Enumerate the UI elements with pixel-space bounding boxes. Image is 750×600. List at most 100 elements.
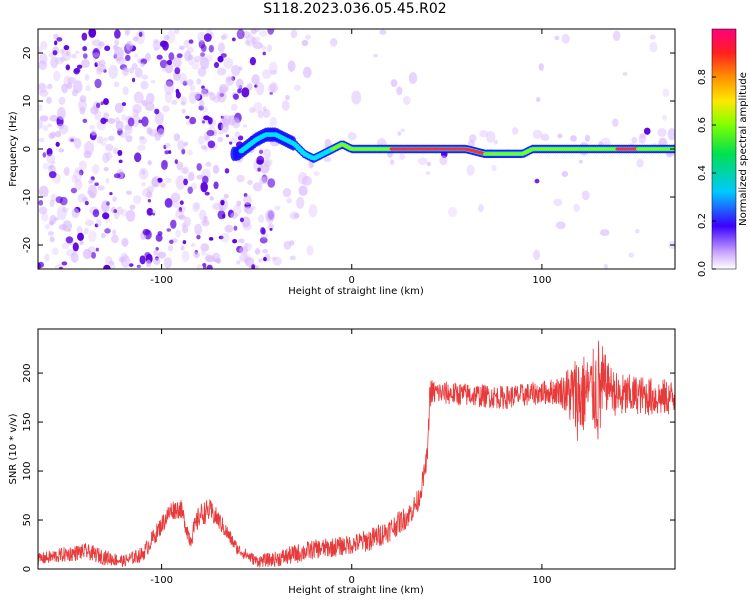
top-xtick-label: 0 [349, 275, 355, 286]
spectrogram-blob [94, 62, 98, 67]
spectrogram-blob [67, 76, 76, 84]
spectrogram-blob [88, 179, 94, 184]
spectrogram-blob [213, 181, 219, 190]
spectrogram-blob [201, 250, 206, 256]
spectrogram-blob [290, 29, 298, 39]
spectrogram-blob [38, 104, 43, 112]
spectrogram-blob [82, 45, 88, 52]
spectrogram-blob [267, 178, 276, 188]
spectrogram-blob [104, 118, 109, 122]
spectrogram-blob [258, 258, 263, 263]
spectrogram-blob [293, 213, 300, 219]
spectrogram-blob [100, 232, 106, 239]
spectrogram-blob [603, 263, 608, 269]
spectrogram-blob [266, 44, 273, 52]
spectrogram-blob [540, 133, 550, 142]
spectrogram-blob [308, 204, 318, 218]
spectrogram-blob [41, 212, 49, 222]
spectrogram-blob [612, 118, 619, 128]
spectrogram-blob [662, 114, 667, 121]
spectrogram-blob [173, 71, 181, 82]
spectrogram-blob [38, 60, 48, 71]
spectrogram-blob [94, 182, 99, 187]
spectrogram-blob [211, 252, 221, 263]
spectrogram-blob [82, 196, 89, 202]
spectrogram-blob [255, 82, 265, 96]
spectrogram-blob [141, 188, 152, 198]
spectrogram-blob [194, 223, 203, 236]
spectrogram-blob [298, 185, 308, 196]
spectrogram-blob [271, 256, 277, 261]
spectrogram-blob [184, 216, 191, 227]
colorbar-tick-label: 0.6 [697, 117, 708, 133]
spectrogram-blob [249, 107, 256, 114]
spectrogram-blob [245, 40, 251, 46]
spectrogram-blob [180, 167, 187, 174]
spectrogram-blob [152, 39, 161, 51]
spectrogram-blob [628, 252, 635, 258]
spectrogram-blob [124, 29, 131, 35]
spectrogram-blob [397, 131, 402, 136]
spectrogram-blob [176, 53, 183, 59]
spectrogram-blob [209, 92, 216, 101]
spectrogram-blob [649, 34, 656, 40]
spectrogram-blob [38, 46, 43, 54]
bottom-axes: -100 0 100 0 50 100 150 200 [22, 329, 675, 586]
spectrogram-blob [141, 181, 146, 187]
spectrogram-blob [79, 106, 86, 115]
spectrogram-blob [89, 124, 95, 130]
spectrogram-blob [252, 182, 263, 192]
spectrogram-blob [242, 124, 248, 128]
spectrogram-blob [181, 250, 190, 262]
spectrogram-blob [96, 44, 103, 50]
spectrogram-blob [379, 29, 387, 35]
spectrogram-blob [200, 243, 210, 252]
spectrogram-blob [347, 132, 357, 141]
spectrogram-blob [113, 173, 121, 179]
spectrogram-blob [305, 34, 311, 40]
spectrogram-blob [131, 77, 136, 83]
spectrogram-blob [39, 89, 49, 97]
spectrogram-blob [103, 98, 109, 105]
spectrogram-blob [289, 240, 295, 246]
bottom-ylabel: SNR (10 * v/v) [8, 413, 19, 484]
spectrogram-blob [175, 229, 181, 238]
spectrogram-blob [145, 92, 155, 104]
spectrogram-blob [85, 85, 92, 92]
spectrogram-marks [38, 29, 675, 269]
spectrogram-blob [70, 138, 75, 142]
spectrogram-blob [301, 39, 309, 47]
spectrogram-blob [124, 124, 133, 135]
spectrogram-blob [94, 78, 102, 89]
spectrogram-blob [73, 169, 83, 182]
spectrogram-blob [535, 97, 541, 102]
spectrogram-blob [224, 168, 230, 174]
spectrogram-blob [121, 208, 127, 217]
spectrogram-blob [111, 209, 116, 214]
spectrogram-blob [100, 141, 107, 147]
spectrogram-blob [180, 96, 187, 106]
spectrogram-blob [237, 135, 244, 141]
spectrogram-blob [171, 99, 178, 105]
spectrogram-blob [254, 248, 261, 255]
spectrogram-blob [194, 91, 201, 101]
spectrogram-blob [153, 257, 161, 266]
spectrogram-blob [425, 171, 431, 176]
spectrogram-blob [302, 66, 312, 79]
spectrogram-blob [400, 128, 406, 133]
spectrogram-blob [206, 129, 215, 137]
spectrogram-blob [216, 67, 227, 76]
spectrogram-blob [174, 29, 180, 35]
spectrogram-blob [189, 116, 197, 125]
spectrogram-blob [110, 263, 116, 269]
spectrogram-blob [134, 53, 139, 58]
spectrogram-blob [313, 171, 320, 176]
spectrogram-blob [62, 220, 73, 232]
spectrogram-blob [59, 56, 66, 62]
spectrogram-blob [231, 37, 236, 42]
spectrogram-blob [157, 128, 165, 137]
spectrogram-blob [141, 116, 149, 127]
spectrogram-blob [201, 89, 207, 95]
spectrogram-blob [553, 198, 563, 207]
spectrogram-blob [255, 36, 261, 42]
